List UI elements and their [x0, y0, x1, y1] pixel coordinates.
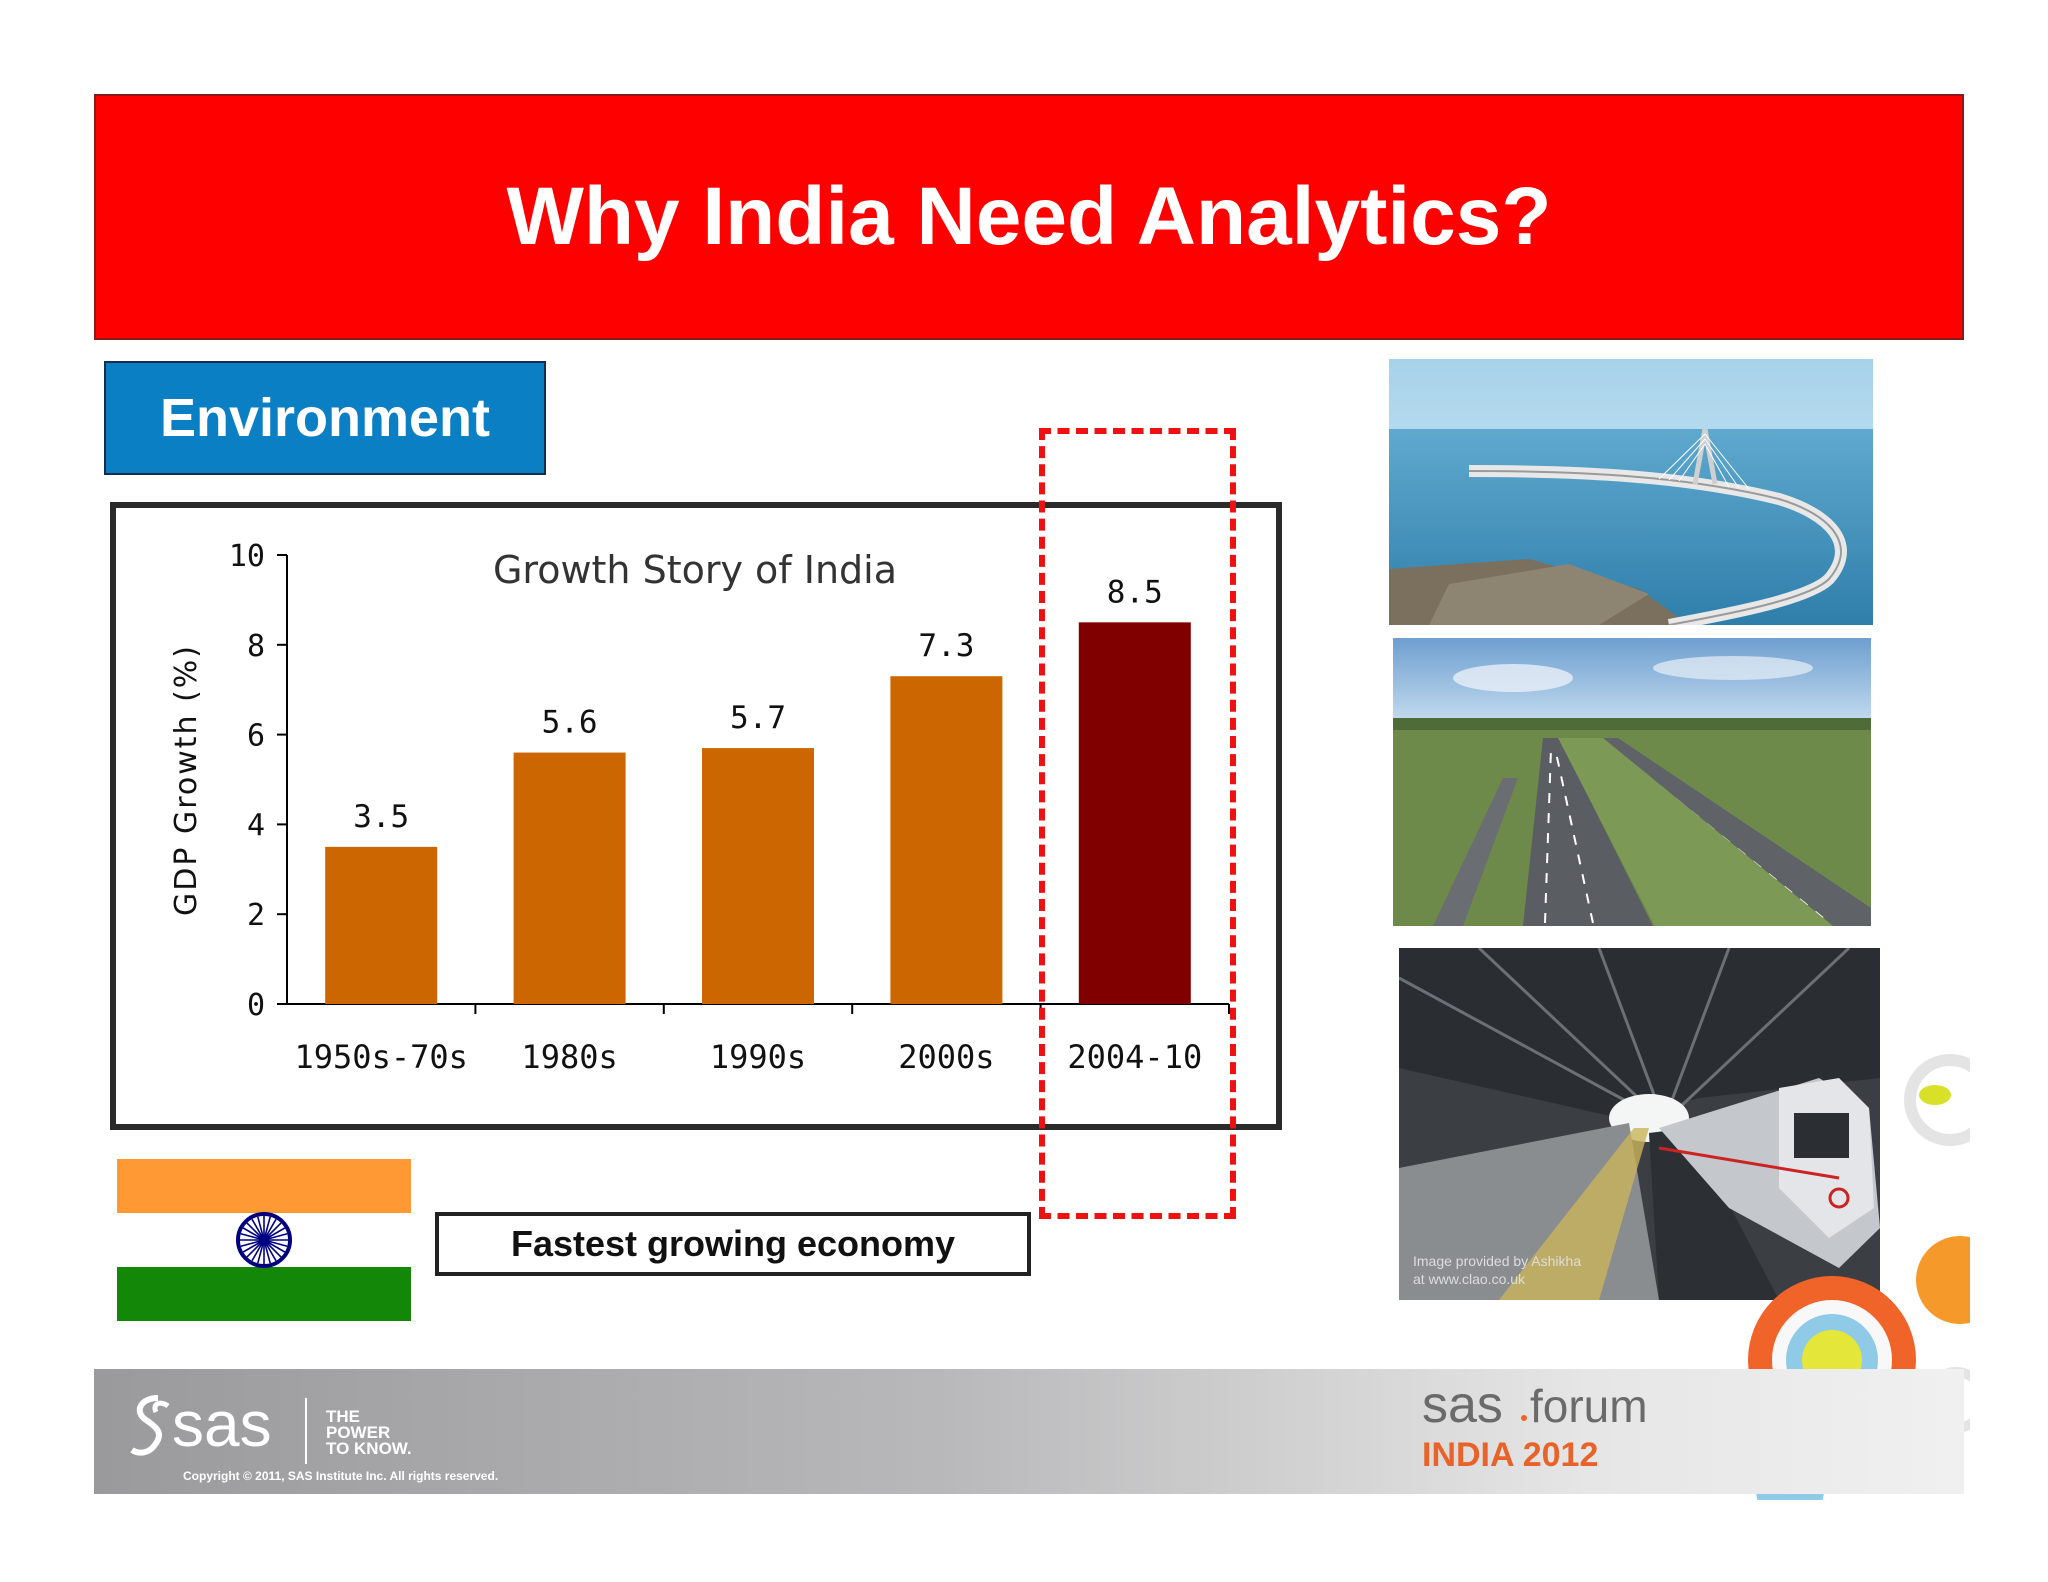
y-tick-label: 6: [247, 719, 265, 754]
india-flag: [117, 1159, 411, 1321]
data-label: 5.7: [730, 700, 786, 736]
y-tick-label: 10: [229, 539, 265, 574]
caption-box: Fastest growing economy: [435, 1212, 1031, 1276]
bar-1: [513, 752, 626, 1004]
section-label-box: Environment: [104, 361, 546, 475]
x-tick-label: 1980s: [521, 1038, 617, 1076]
highlight-box: [1039, 428, 1236, 1219]
forum-logo-forum: forum: [1530, 1380, 1648, 1432]
bar-4: [1078, 622, 1191, 1004]
footer-bar: [94, 1369, 1964, 1494]
y-axis-title: GDP Growth (%): [169, 644, 204, 916]
y-tick-label: 0: [247, 988, 265, 1023]
tagline-line-2: POWER: [326, 1423, 390, 1442]
x-tick-label: 1950s-70s: [295, 1038, 468, 1076]
ashoka-chakra-icon: [236, 1212, 292, 1268]
tagline-line-1: THE: [326, 1407, 360, 1426]
bar-0: [325, 846, 438, 1004]
sas-logo-text: sas: [172, 1390, 272, 1460]
data-label: 5.6: [542, 705, 598, 741]
sas-logo: sas THE POWER TO KNOW.: [130, 1390, 412, 1464]
y-tick-label: 4: [247, 808, 265, 843]
section-label: Environment: [159, 388, 491, 448]
x-tick-label: 2000s: [898, 1038, 994, 1076]
metro-photo: Image provided by Ashikha at www.clao.co…: [1399, 948, 1880, 1300]
forum-logo-india: INDIA 2012: [1422, 1436, 1598, 1474]
highway-photo: [1393, 638, 1871, 926]
slide-title: Why India Need Analytics?: [506, 171, 1552, 262]
data-label: 3.5: [353, 799, 409, 835]
tagline-line-3: TO KNOW.: [326, 1439, 412, 1458]
chart-title: Growth Story of India: [493, 548, 897, 592]
photo-credit-line-1: Image provided by Ashikha: [1413, 1253, 1581, 1269]
x-tick-label: 1990s: [710, 1038, 806, 1076]
title-bar: Why India Need Analytics?: [94, 94, 1964, 340]
caption-text: Fastest growing economy: [510, 1223, 956, 1264]
x-tick-label: 2004-10: [1067, 1038, 1202, 1076]
copyright-text: Copyright © 2011, SAS Institute Inc. All…: [183, 1469, 499, 1483]
bridge-photo: [1389, 359, 1873, 625]
data-label: 7.3: [918, 628, 974, 664]
sas-forum-logo: sas forum INDIA 2012: [1422, 1378, 1648, 1474]
y-tick-label: 8: [247, 629, 265, 664]
forum-logo-sas: sas: [1422, 1378, 1503, 1434]
data-label: 8.5: [1107, 574, 1163, 610]
bar-3: [890, 676, 1003, 1004]
y-tick-label: 2: [247, 898, 265, 933]
bar-2: [702, 748, 814, 1004]
photo-credit-line-2: at www.clao.co.uk: [1413, 1271, 1526, 1287]
